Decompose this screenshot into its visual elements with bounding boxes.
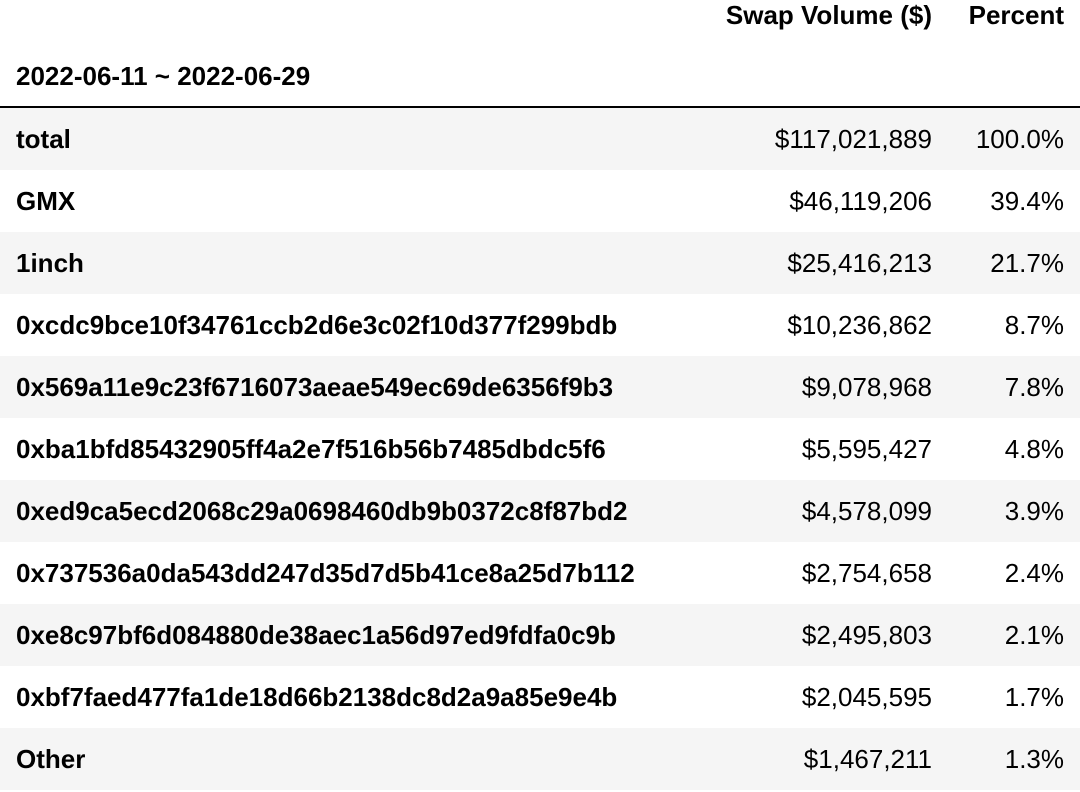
row-volume: $2,495,803	[801, 620, 932, 650]
table-row: total $117,021,889 100.0%	[0, 108, 1080, 170]
row-volume: $1,467,211	[803, 744, 932, 774]
column-header-row: Swap Volume ($) Percent	[0, 0, 1080, 31]
row-percent: 3.9%	[1004, 496, 1064, 526]
row-name: total	[16, 124, 71, 154]
row-name: 0xe8c97bf6d084880de38aec1a56d97ed9fdfa0c…	[16, 620, 616, 650]
column-header-swap-volume: Swap Volume ($)	[725, 0, 932, 30]
index-name-row: 2022-06-11 ~ 2022-06-29	[0, 46, 1080, 106]
row-name: 0x737536a0da543dd247d35d7d5b41ce8a25d7b1…	[16, 558, 635, 588]
row-volume: $4,578,099	[801, 496, 932, 526]
table-row: Other $1,467,211 1.3%	[0, 728, 1080, 790]
table-body: total $117,021,889 100.0% GMX $46,119,20…	[0, 108, 1080, 790]
row-name: Other	[16, 744, 86, 774]
row-percent: 1.7%	[1004, 682, 1064, 712]
row-percent: 7.8%	[1004, 372, 1064, 402]
row-volume: $117,021,889	[774, 124, 932, 154]
row-name: 0xba1bfd85432905ff4a2e7f516b56b7485dbdc5…	[16, 434, 606, 464]
table-row: GMX $46,119,206 39.4%	[0, 170, 1080, 232]
row-volume: $25,416,213	[787, 248, 932, 278]
row-volume: $46,119,206	[789, 186, 932, 216]
row-percent: 2.1%	[1004, 620, 1064, 650]
row-name: 0x569a11e9c23f6716073aeae549ec69de6356f9…	[16, 372, 614, 402]
row-name: 0xbf7faed477fa1de18d66b2138dc8d2a9a85e9e…	[16, 682, 618, 712]
table-row: 0xcdc9bce10f34761ccb2d6e3c02f10d377f299b…	[0, 294, 1080, 356]
row-name: 1inch	[16, 248, 84, 278]
row-percent: 39.4%	[990, 186, 1064, 216]
table-row: 0xe8c97bf6d084880de38aec1a56d97ed9fdfa0c…	[0, 604, 1080, 666]
row-percent: 4.8%	[1004, 434, 1064, 464]
date-range-label: 2022-06-11 ~ 2022-06-29	[16, 61, 311, 91]
table-row: 0xed9ca5ecd2068c29a0698460db9b0372c8f87b…	[0, 480, 1080, 542]
table-row: 0x569a11e9c23f6716073aeae549ec69de6356f9…	[0, 356, 1080, 418]
table-row: 0xbf7faed477fa1de18d66b2138dc8d2a9a85e9e…	[0, 666, 1080, 728]
row-percent: 21.7%	[990, 248, 1064, 278]
header-divider	[0, 106, 1080, 108]
row-volume: $9,078,968	[801, 372, 932, 402]
row-percent: 8.7%	[1004, 310, 1064, 340]
row-percent: 100.0%	[975, 124, 1064, 154]
row-percent: 2.4%	[1004, 558, 1064, 588]
row-name: 0xed9ca5ecd2068c29a0698460db9b0372c8f87b…	[16, 496, 628, 526]
table-row: 0x737536a0da543dd247d35d7d5b41ce8a25d7b1…	[0, 542, 1080, 604]
table-row: 0xba1bfd85432905ff4a2e7f516b56b7485dbdc5…	[0, 418, 1080, 480]
row-volume: $2,754,658	[801, 558, 932, 588]
row-name: GMX	[16, 186, 76, 216]
row-volume: $5,595,427	[801, 434, 932, 464]
row-name: 0xcdc9bce10f34761ccb2d6e3c02f10d377f299b…	[16, 310, 618, 340]
row-percent: 1.3%	[1004, 744, 1064, 774]
table-row: 1inch $25,416,213 21.7%	[0, 232, 1080, 294]
row-volume: $2,045,595	[801, 682, 932, 712]
row-volume: $10,236,862	[787, 310, 932, 340]
column-header-percent: Percent	[968, 0, 1064, 30]
